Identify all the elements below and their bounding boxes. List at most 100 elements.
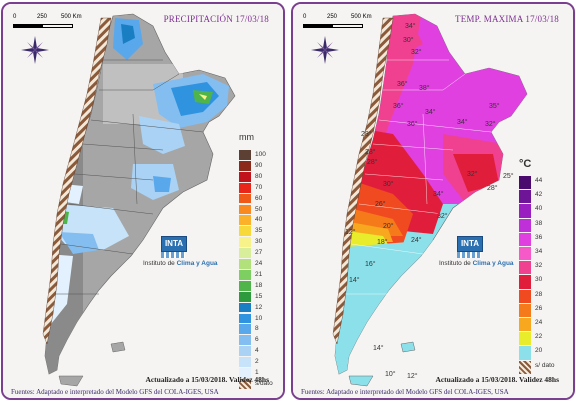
legend-swatch [239,291,251,302]
temperature-label: 12° [407,372,418,380]
legend-value: 1 [255,369,259,376]
legend-swatch [519,346,531,360]
map-title: PRECIPITACIÓN 17/03/18 [163,14,269,24]
temperature-label: 28° [361,130,372,138]
legend-swatch [519,360,531,374]
legend-value: 8 [255,325,259,333]
legend-swatch [239,280,251,291]
scale-label-mid: 250 [327,14,338,20]
updated-note: Actualizado a 15/03/2018. Validez 48hs [435,375,559,384]
legend-swatch [519,261,531,275]
legend-value: 4 [255,347,259,355]
legend-swatch [239,215,251,226]
legend-value: 44 [535,177,543,184]
legend-swatch [519,318,531,332]
legend-value: 27 [255,249,263,257]
temperature-label: 28° [367,158,378,166]
legend-swatch [239,226,251,237]
legend-swatch [519,176,531,190]
legend-swatch [239,368,251,378]
legend-swatch [519,332,531,346]
legend-swatch [519,247,531,261]
temperature-label: 36° [407,120,418,128]
legend-swatch [239,259,251,269]
legend-swatch [519,218,531,232]
legend-swatch [519,190,531,204]
temperature-label: 35° [489,102,500,110]
legend-value: 15 [255,292,263,300]
legend-value: 6 [255,336,259,344]
inta-logo-text: INTA [161,236,187,252]
inta-logo: INTA Instituto de Clima y Agua [143,236,218,267]
legend-swatch [239,160,251,171]
legend-swatch [239,324,251,335]
legend-swatch [239,335,251,346]
map-title: TEMP. MAXIMA 17/03/18 [455,14,559,24]
legend-swatch [239,357,251,367]
temperature-label: 32° [411,48,422,56]
temperature-label: 25° [503,172,514,180]
legend-value: 60 [255,194,263,202]
temperature-label: 16° [365,260,376,268]
temperature-label: 32° [437,212,448,220]
legend-swatch [239,302,251,313]
legend-value: 2 [255,358,259,366]
legend-swatch [239,248,251,258]
legend-value: 35 [255,227,263,235]
precipitation-map [3,4,283,398]
legend-swatch [519,275,531,289]
legend-swatch [239,193,251,204]
legend-unit: mm [239,132,254,142]
temperature-label: 28° [487,184,498,192]
inta-logo: INTA Instituto de Clima y Agua [439,236,514,267]
temperature-label: 12° [345,228,356,236]
legend-swatch [239,171,251,182]
sources-note: Fuentes: Adaptado e interpretado del Mod… [301,388,509,396]
legend-value: 20 [535,347,543,355]
temperature-label: 36° [397,80,408,88]
temperature-label: 30° [383,180,394,188]
legend-value: s/ dato [535,361,555,369]
precipitation-map-panel: PRECIPITACIÓN 17/03/18 0 250 500 Km mm 1… [1,2,285,400]
temperature-label: 32° [485,120,496,128]
legend-value: 100 [255,151,266,158]
legend-value: 40 [255,216,263,224]
legend-swatch [239,182,251,193]
scale-label-zero: 0 [303,14,307,20]
temperature-label: 30° [403,36,414,44]
temperature-label: 36° [393,102,404,110]
compass-rose-icon [21,36,49,64]
scale-label-end: 500 Km [351,14,372,20]
legend-value: 38 [535,219,543,227]
institute-name: Instituto de Clima y Agua [143,260,218,267]
legend-value: 30 [535,276,543,284]
legend-swatch [519,303,531,317]
legend-swatch [519,232,531,246]
legend-swatch [519,289,531,303]
legend-value: 26 [535,304,543,312]
temperature-legend: 44 42 40 38 36 34 32 30 28 26 24 22 20 s/ dato [519,176,565,376]
scale-label-end: 500 Km [61,14,82,20]
institute-name: Instituto de Clima y Agua [439,260,514,267]
legend-swatch [239,204,251,215]
temperature-label: 32° [467,170,478,178]
legend-value: 21 [255,270,263,278]
temperature-label: 34° [405,22,416,30]
max-temperature-map-panel: 34° 30° 32° 38° 36° 36° 34° 36° 34° 28° 32° 35° 28° 2… [291,2,575,400]
legend-value: 10 [255,314,263,322]
legend-swatch [519,204,531,218]
temperature-label: 34° [457,118,468,126]
legend-swatch [239,346,251,357]
temperature-label: 14° [373,344,384,352]
updated-note: Actualizado a 15/03/2018. Validez 48hs [145,375,269,384]
legend-unit: °C [519,158,532,170]
temperature-label: 10° [385,370,396,378]
temperature-label: 14° [349,276,360,284]
legend-value: 28 [535,290,543,298]
scale-bar: 0 250 500 Km [13,14,83,34]
legend-value: 22 [535,333,543,341]
legend-value: 24 [255,260,263,267]
temperature-label: 34° [433,190,444,198]
scale-label-mid: 250 [37,14,48,20]
legend-value: 30 [255,238,263,246]
